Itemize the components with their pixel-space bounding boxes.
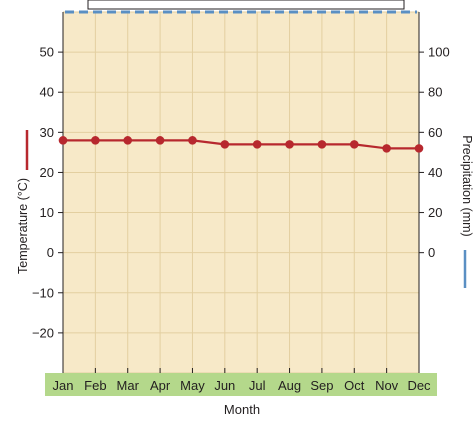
temperature-point	[58, 136, 68, 145]
temperature-point	[188, 136, 197, 145]
left-axis-tick-label: 0	[47, 245, 54, 260]
x-axis-tick-label: Oct	[344, 378, 365, 393]
right-axis-title: Precipitation (mm)	[460, 135, 474, 236]
month-band	[45, 373, 437, 396]
x-axis-tick-label: Jul	[249, 378, 266, 393]
temperature-point	[252, 140, 262, 149]
temperature-point	[317, 140, 327, 149]
x-axis-title: Month	[224, 402, 260, 417]
precipitation-bar-overflow	[87, 0, 405, 10]
right-axis-tick-label: 100	[428, 45, 450, 60]
left-axis-tick-label: 20	[40, 165, 54, 180]
left-axis-tick-label: 10	[40, 205, 54, 220]
temperature-point	[91, 136, 100, 145]
temperature-line	[63, 139, 419, 150]
temperature-point	[285, 140, 294, 149]
left-axis-tick-label: −20	[32, 325, 54, 340]
right-axis-tick-label: 0	[428, 245, 435, 260]
left-axis-tick-label: 30	[40, 125, 54, 140]
right-axis-tick-label: 80	[428, 85, 442, 100]
plot-area	[63, 12, 419, 373]
temperature-point	[155, 136, 165, 145]
temperature-point	[414, 144, 424, 153]
x-axis-tick-label: Apr	[150, 378, 171, 393]
right-axis-tick-label: 60	[428, 125, 442, 140]
right-axis-tick-label: 40	[428, 165, 442, 180]
right-axis-tick-label: 20	[428, 205, 442, 220]
x-axis-tick-label: Jan	[53, 378, 74, 393]
x-axis-tick-label: Dec	[407, 378, 431, 393]
temperature-point	[220, 140, 230, 149]
temperature-point	[349, 140, 359, 149]
x-axis-tick-label: Jun	[214, 378, 235, 393]
temperature-point	[123, 136, 133, 145]
left-axis-tick-label: 50	[40, 45, 54, 60]
left-axis-tick-label: 40	[40, 85, 54, 100]
x-axis-tick-label: May	[180, 378, 205, 393]
left-axis-title: Temperature (°C)	[16, 178, 30, 274]
x-axis-tick-label: Sep	[310, 378, 333, 393]
x-axis-tick-label: Mar	[117, 378, 140, 393]
x-axis-tick-label: Feb	[84, 378, 106, 393]
temperature-point	[382, 144, 391, 153]
x-axis-tick-label: Aug	[278, 378, 301, 393]
left-axis-tick-label: −10	[32, 285, 54, 300]
x-axis-tick-label: Nov	[375, 378, 399, 393]
